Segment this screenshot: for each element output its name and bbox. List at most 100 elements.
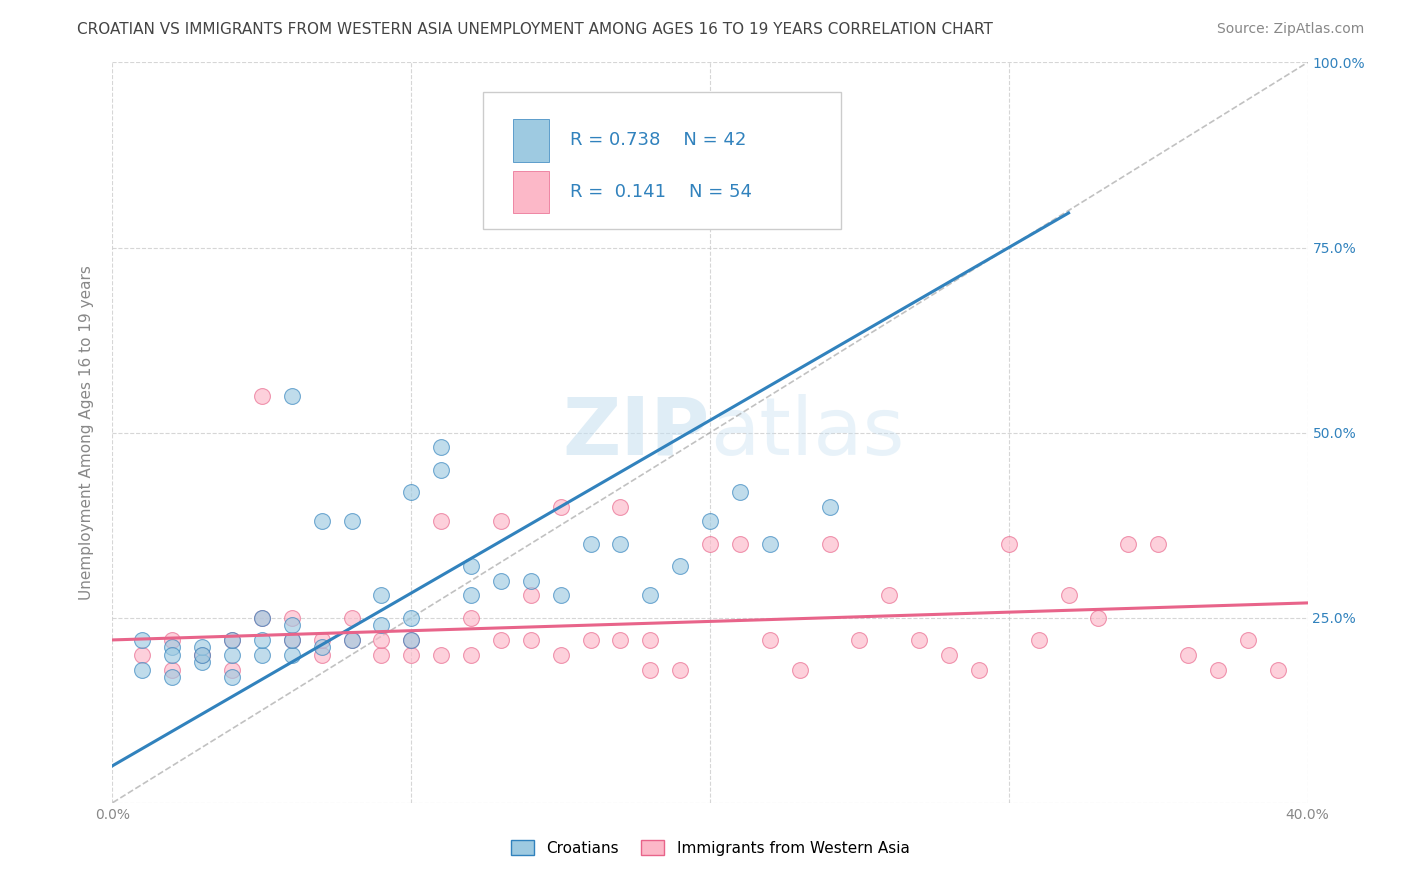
Point — [162, 632, 183, 647]
Point — [460, 558, 482, 573]
Point — [938, 648, 960, 662]
Point — [370, 618, 392, 632]
Point — [640, 663, 662, 677]
Point — [460, 589, 482, 603]
Point — [848, 632, 870, 647]
Point — [191, 655, 214, 669]
Text: Source: ZipAtlas.com: Source: ZipAtlas.com — [1216, 22, 1364, 37]
Point — [460, 648, 482, 662]
Point — [520, 574, 543, 588]
Point — [818, 500, 841, 514]
Point — [311, 640, 333, 655]
Text: R = 0.738    N = 42: R = 0.738 N = 42 — [571, 131, 747, 149]
Point — [340, 632, 363, 647]
Point — [221, 632, 243, 647]
Text: R =  0.141    N = 54: R = 0.141 N = 54 — [571, 183, 752, 201]
Point — [609, 500, 631, 514]
Point — [1267, 663, 1289, 677]
Point — [340, 515, 363, 529]
Point — [250, 610, 273, 624]
Point — [401, 648, 423, 662]
Point — [191, 648, 214, 662]
Point — [1057, 589, 1080, 603]
Point — [162, 648, 183, 662]
Point — [789, 663, 811, 677]
Point — [1147, 536, 1170, 550]
Point — [250, 388, 273, 402]
Point — [221, 632, 243, 647]
Point — [191, 648, 214, 662]
Point — [489, 574, 512, 588]
Point — [250, 648, 273, 662]
Point — [489, 515, 512, 529]
Point — [281, 618, 304, 632]
Point — [340, 610, 363, 624]
Point — [1118, 536, 1140, 550]
Point — [759, 632, 782, 647]
Y-axis label: Unemployment Among Ages 16 to 19 years: Unemployment Among Ages 16 to 19 years — [79, 265, 94, 600]
Point — [191, 640, 214, 655]
Point — [699, 536, 721, 550]
Point — [550, 589, 572, 603]
Point — [609, 536, 631, 550]
Point — [640, 632, 662, 647]
Point — [818, 536, 841, 550]
Point — [640, 589, 662, 603]
Point — [579, 536, 602, 550]
Point — [699, 515, 721, 529]
Point — [311, 648, 333, 662]
Point — [520, 589, 543, 603]
Point — [370, 632, 392, 647]
Point — [250, 610, 273, 624]
FancyBboxPatch shape — [513, 119, 548, 161]
Point — [221, 648, 243, 662]
Point — [162, 640, 183, 655]
Point — [908, 632, 931, 647]
Point — [430, 441, 453, 455]
Point — [460, 610, 482, 624]
Point — [609, 632, 631, 647]
Text: atlas: atlas — [710, 393, 904, 472]
Point — [489, 632, 512, 647]
Point — [401, 632, 423, 647]
Point — [221, 663, 243, 677]
Point — [430, 462, 453, 476]
Point — [967, 663, 990, 677]
Point — [728, 536, 751, 550]
Point — [311, 515, 333, 529]
Point — [1206, 663, 1229, 677]
Point — [131, 648, 153, 662]
FancyBboxPatch shape — [513, 170, 548, 213]
Point — [759, 536, 782, 550]
Point — [1237, 632, 1260, 647]
Point — [370, 648, 392, 662]
FancyBboxPatch shape — [484, 92, 842, 229]
Point — [401, 610, 423, 624]
Legend: Croatians, Immigrants from Western Asia: Croatians, Immigrants from Western Asia — [505, 834, 915, 862]
Text: ZIP: ZIP — [562, 393, 710, 472]
Point — [1087, 610, 1109, 624]
Point — [728, 484, 751, 499]
Point — [281, 388, 304, 402]
Point — [550, 500, 572, 514]
Point — [430, 515, 453, 529]
Point — [520, 632, 543, 647]
Point — [879, 589, 901, 603]
Point — [162, 670, 183, 684]
Point — [401, 484, 423, 499]
Point — [162, 663, 183, 677]
Point — [250, 632, 273, 647]
Point — [1177, 648, 1199, 662]
Point — [1028, 632, 1050, 647]
Point — [311, 632, 333, 647]
Text: CROATIAN VS IMMIGRANTS FROM WESTERN ASIA UNEMPLOYMENT AMONG AGES 16 TO 19 YEARS : CROATIAN VS IMMIGRANTS FROM WESTERN ASIA… — [77, 22, 993, 37]
Point — [579, 632, 602, 647]
Point — [550, 648, 572, 662]
Point — [281, 648, 304, 662]
Point — [281, 610, 304, 624]
Point — [669, 663, 692, 677]
Point — [669, 558, 692, 573]
Point — [430, 648, 453, 662]
Point — [998, 536, 1021, 550]
Point — [401, 632, 423, 647]
